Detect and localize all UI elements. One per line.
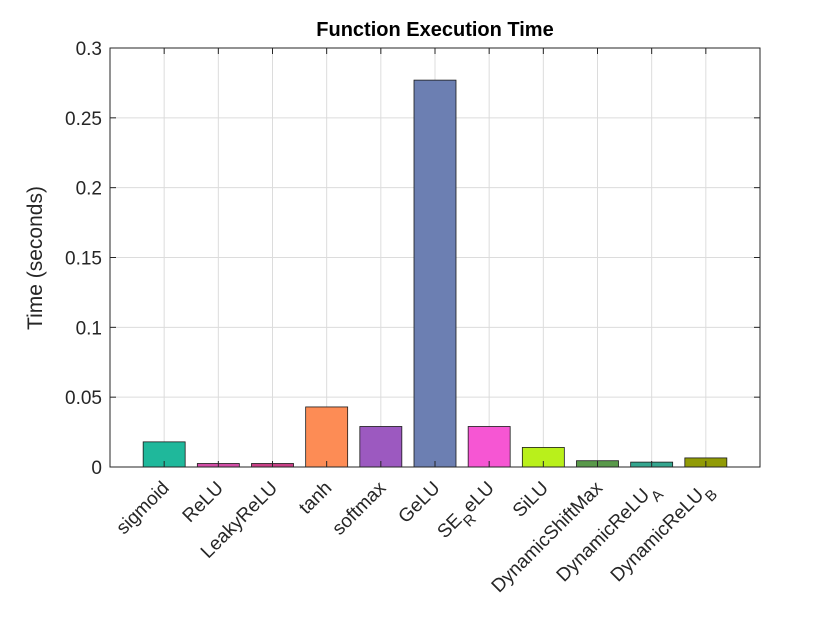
x-tick-label: tanh — [295, 478, 336, 519]
x-tick-label: ReLU — [179, 478, 228, 527]
x-tick-label: softmax — [328, 477, 390, 539]
y-tick-label: 0.05 — [65, 388, 102, 409]
x-tick-label: SiLU — [509, 478, 553, 522]
bar — [413, 79, 457, 468]
y-tick-label: 0.15 — [65, 249, 102, 270]
x-tick-label: GeLU — [395, 478, 445, 528]
x-tick-label: sigmoid — [113, 478, 174, 539]
chart-title: Function Execution Time — [316, 19, 553, 41]
y-tick-label: 0.1 — [76, 318, 102, 339]
y-tick-label: 0 — [91, 458, 102, 479]
y-tick-label: 0.2 — [76, 179, 102, 200]
bars — [142, 79, 728, 468]
bar — [359, 426, 403, 468]
y-axis-label: Time (seconds) — [24, 186, 47, 330]
bar — [305, 406, 349, 468]
y-axis-ticks: 0 0.05 0.1 0.15 0.2 0.25 0.3 — [65, 39, 760, 479]
x-tick-label: SEReLU — [434, 478, 505, 549]
x-tick-label: DynamicReLUB — [607, 478, 721, 592]
y-tick-label: 0.25 — [65, 109, 102, 130]
y-tick-label: 0.3 — [76, 39, 102, 60]
bar — [467, 426, 511, 468]
